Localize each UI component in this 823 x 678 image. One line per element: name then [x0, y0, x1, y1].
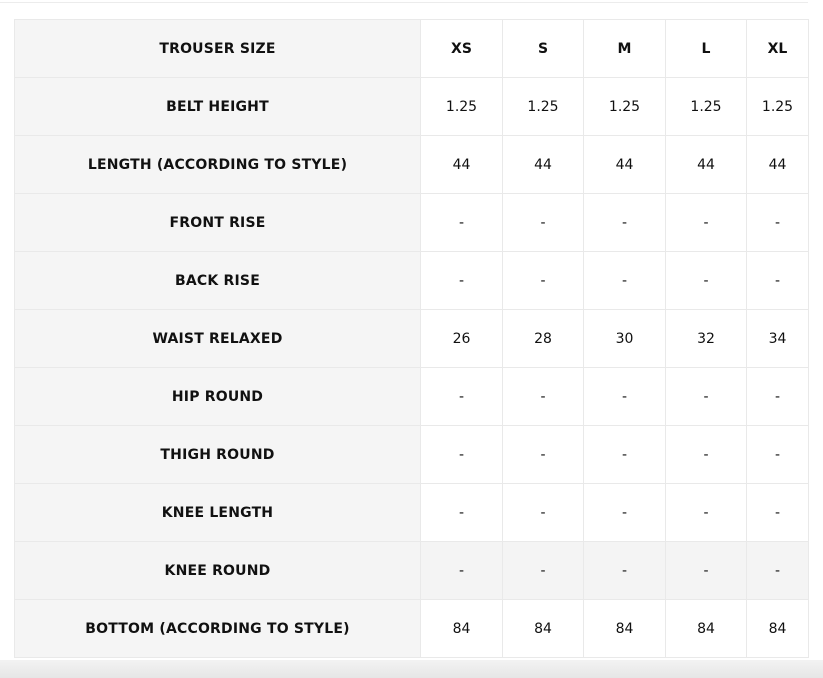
table-cell: -	[502, 541, 584, 600]
table-cell: -	[665, 251, 747, 310]
table-cell: 1.25	[420, 77, 503, 136]
row-label: HIP ROUND	[14, 367, 421, 426]
table-cell: 1.25	[502, 77, 584, 136]
table-row: KNEE ROUND - - - - -	[14, 541, 809, 600]
table-cell: -	[420, 193, 503, 252]
row-label: BOTTOM (ACCORDING TO STYLE)	[14, 599, 421, 658]
table-cell: 34	[746, 309, 809, 368]
table-cell: 28	[502, 309, 584, 368]
table-cell: -	[583, 425, 666, 484]
row-label: KNEE ROUND	[14, 541, 421, 600]
table-cell: -	[746, 483, 809, 542]
table-cell: -	[583, 483, 666, 542]
table-cell: 84	[746, 599, 809, 658]
size-xs: XS	[420, 19, 503, 78]
table-cell: -	[583, 541, 666, 600]
table-cell: 1.25	[665, 77, 747, 136]
table-cell: 44	[420, 135, 503, 194]
table-cell: 30	[583, 309, 666, 368]
table-cell: 44	[502, 135, 584, 194]
table-cell: 84	[583, 599, 666, 658]
table-cell: -	[502, 425, 584, 484]
table-cell: 32	[665, 309, 747, 368]
row-label: FRONT RISE	[14, 193, 421, 252]
top-divider	[0, 0, 808, 3]
row-label: BELT HEIGHT	[14, 77, 421, 136]
header-row: TROUSER SIZE XS S M L XL	[14, 19, 809, 78]
table-cell: -	[420, 425, 503, 484]
table-cell: -	[746, 367, 809, 426]
table-cell: -	[665, 367, 747, 426]
table-row: KNEE LENGTH - - - - -	[14, 483, 809, 542]
table-row: HIP ROUND - - - - -	[14, 367, 809, 426]
table-cell: -	[746, 541, 809, 600]
table-cell: -	[746, 425, 809, 484]
table-cell: 84	[502, 599, 584, 658]
size-s: S	[502, 19, 584, 78]
table-cell: 1.25	[746, 77, 809, 136]
table-cell: -	[665, 425, 747, 484]
table-cell: -	[665, 483, 747, 542]
table-cell: -	[746, 193, 809, 252]
table-cell: -	[502, 483, 584, 542]
table-cell: -	[583, 251, 666, 310]
table-cell: -	[420, 367, 503, 426]
table-cell: -	[665, 541, 747, 600]
table-cell: -	[502, 251, 584, 310]
trouser-size-chart: TROUSER SIZE XS S M L XL BELT HEIGHT 1.25…	[14, 19, 809, 658]
table-row: BACK RISE - - - - -	[14, 251, 809, 310]
size-l: L	[665, 19, 747, 78]
table-cell: -	[583, 367, 666, 426]
table-cell: -	[665, 193, 747, 252]
table-cell: 84	[420, 599, 503, 658]
row-label: LENGTH (ACCORDING TO STYLE)	[14, 135, 421, 194]
size-m: M	[583, 19, 666, 78]
table-row: BELT HEIGHT 1.25 1.25 1.25 1.25 1.25	[14, 77, 809, 136]
table-cell: -	[420, 251, 503, 310]
row-label: THIGH ROUND	[14, 425, 421, 484]
row-label: WAIST RELAXED	[14, 309, 421, 368]
table-row: LENGTH (ACCORDING TO STYLE) 44 44 44 44 44	[14, 135, 809, 194]
size-xl: XL	[746, 19, 809, 78]
table-cell: -	[502, 193, 584, 252]
table-cell: 1.25	[583, 77, 666, 136]
table-cell: -	[420, 541, 503, 600]
table-row: THIGH ROUND - - - - -	[14, 425, 809, 484]
table-row: WAIST RELAXED 26 28 30 32 34	[14, 309, 809, 368]
table-cell: 26	[420, 309, 503, 368]
table-cell: -	[583, 193, 666, 252]
table-cell: 44	[746, 135, 809, 194]
table-cell: 44	[665, 135, 747, 194]
table-row: FRONT RISE - - - - -	[14, 193, 809, 252]
table-cell: 44	[583, 135, 666, 194]
row-label: BACK RISE	[14, 251, 421, 310]
page-footer-shadow	[0, 660, 823, 678]
table-cell: -	[746, 251, 809, 310]
table-cell: -	[420, 483, 503, 542]
table-cell: -	[502, 367, 584, 426]
table-row: BOTTOM (ACCORDING TO STYLE) 84 84 84 84 84	[14, 599, 809, 658]
header-label: TROUSER SIZE	[14, 19, 421, 78]
row-label: KNEE LENGTH	[14, 483, 421, 542]
table-cell: 84	[665, 599, 747, 658]
